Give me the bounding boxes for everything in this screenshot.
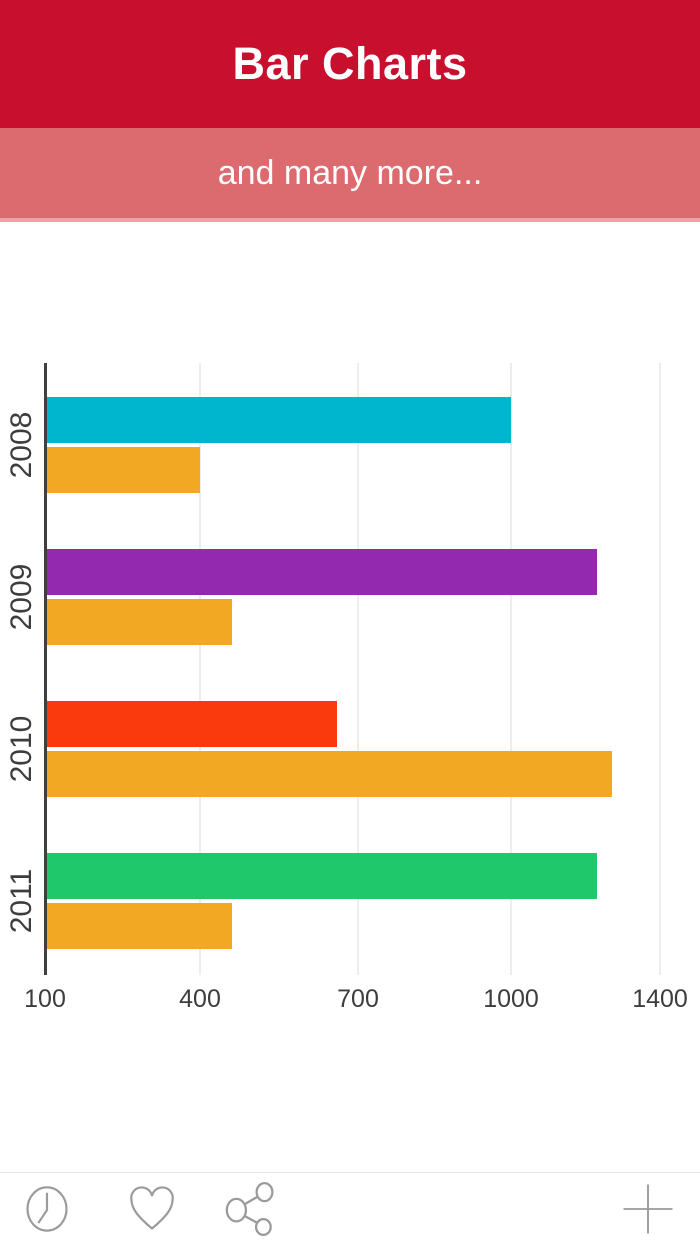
x-tick-label: 700 — [337, 985, 379, 1013]
y-axis-line — [44, 363, 47, 975]
bar-chart: 100 400 700 1000 1400 2008 2009 2010 2011 — [0, 363, 700, 1018]
y-category-label: 2010 — [5, 715, 38, 783]
history-button[interactable] — [19, 1181, 75, 1237]
bottom-toolbar — [0, 1172, 700, 1244]
x-tick-label: 100 — [24, 985, 66, 1013]
x-tick-label: 1000 — [483, 985, 539, 1013]
x-tick-label: 400 — [179, 985, 221, 1013]
page-title: Bar Charts — [232, 38, 468, 89]
favorite-button[interactable] — [124, 1181, 180, 1237]
subtitle-text: and many more... — [217, 153, 483, 192]
plus-icon — [623, 1184, 673, 1234]
bar-2010-series2 — [47, 751, 612, 797]
y-category-label: 2008 — [5, 411, 38, 479]
gridline-x-1000 — [510, 363, 512, 975]
share-icon — [225, 1182, 274, 1236]
bar-2009-series1 — [47, 549, 597, 595]
bar-2011-series2 — [47, 903, 232, 949]
bar-2009-series2 — [47, 599, 232, 645]
subtitle-edge-line — [0, 218, 700, 222]
bar-2010-series1 — [47, 701, 337, 747]
bar-2011-series1 — [47, 853, 597, 899]
gridline-x-700 — [357, 363, 359, 975]
y-category-label: 2009 — [5, 563, 38, 631]
header: Bar Charts — [0, 0, 700, 128]
x-tick-label: 1400 — [632, 985, 688, 1013]
add-button[interactable] — [620, 1181, 676, 1237]
gridline-x-400 — [199, 363, 201, 975]
y-category-label: 2011 — [5, 868, 38, 934]
bar-2008-series1 — [47, 397, 511, 443]
share-button[interactable] — [223, 1181, 279, 1237]
heart-icon — [130, 1186, 174, 1230]
bar-2008-series2 — [47, 447, 200, 493]
subtitle-bar: and many more... — [0, 128, 700, 218]
clock-icon — [26, 1186, 68, 1232]
gridline-x-1400 — [659, 363, 661, 975]
